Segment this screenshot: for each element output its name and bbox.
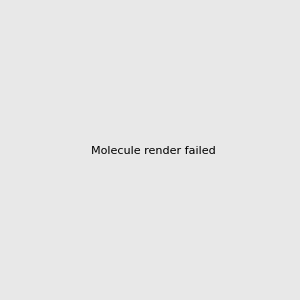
Text: Molecule render failed: Molecule render failed — [92, 146, 216, 157]
